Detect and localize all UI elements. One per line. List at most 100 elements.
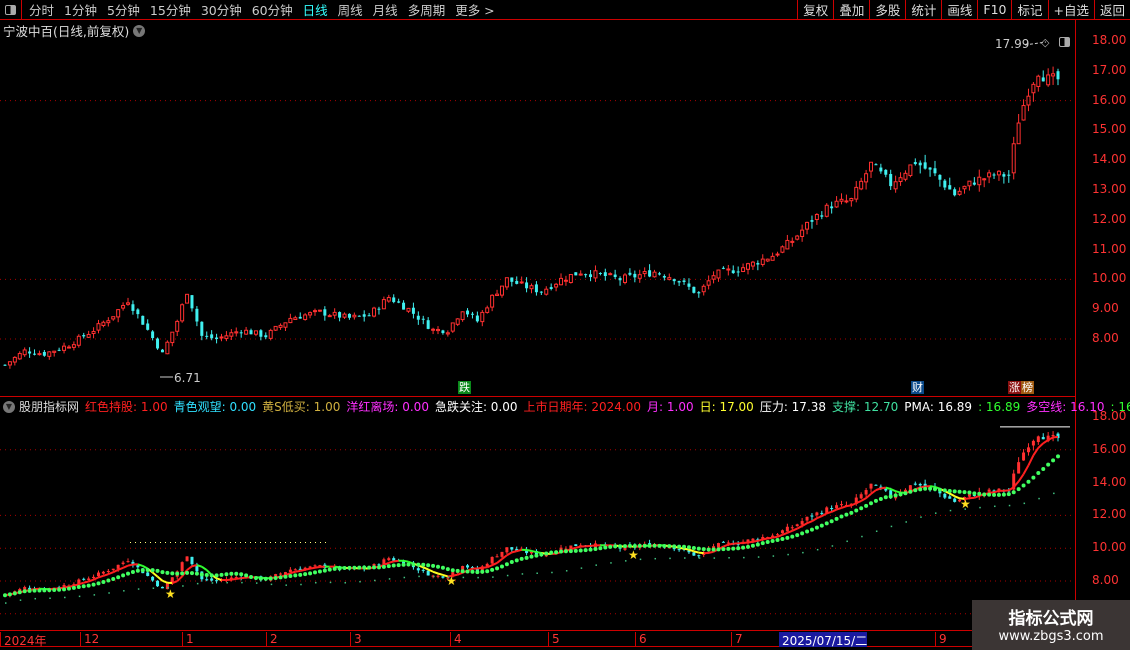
toolbar-button[interactable]: 画线 (941, 0, 977, 19)
support-dot (492, 576, 494, 578)
event-marker[interactable]: 跌 (458, 381, 471, 394)
period-tab[interactable]: 更多 > (455, 3, 495, 18)
multi-empty-line-dot (150, 568, 155, 573)
candle (652, 271, 657, 278)
chevron-down-icon[interactable]: ▼ (3, 400, 15, 413)
support-dot (64, 596, 66, 599)
candlestick-chart[interactable]: ★ ★ ★ ★ (0, 0, 1075, 630)
candle (205, 335, 209, 337)
indicator-candle (500, 551, 504, 557)
period-tab[interactable]: 1分钟 (64, 3, 97, 18)
indicator-candle (234, 577, 238, 579)
event-marker[interactable]: 涨 (1008, 381, 1021, 394)
candle (180, 304, 185, 322)
support-dot (447, 576, 450, 578)
period-tab[interactable]: 5分钟 (106, 3, 140, 18)
low-price-label: 6.71 (174, 371, 201, 385)
event-marker[interactable]: 财 (911, 381, 924, 394)
multi-empty-line-dot (888, 494, 893, 499)
trend-line-segment (855, 500, 862, 505)
candle (293, 317, 298, 321)
period-tab[interactable]: 60分钟 (251, 3, 293, 18)
multi-empty-line-dot (677, 544, 682, 549)
multi-empty-line-dot (116, 575, 121, 580)
candle (499, 285, 504, 296)
period-tab[interactable]: 周线 (337, 3, 363, 18)
panel-toggle-icon[interactable] (0, 0, 22, 19)
candle (229, 332, 234, 337)
trend-line-segment (486, 564, 493, 569)
multi-empty-line-dot (760, 541, 765, 546)
toolbar-button[interactable]: +自选 (1047, 0, 1094, 19)
chart-title[interactable]: 宁波中百(日线,前复权) ▼ (3, 21, 146, 40)
trend-line-segment (98, 574, 104, 579)
support-dot (19, 599, 22, 601)
watermark-url: www.zbgs3.com (998, 629, 1104, 644)
trend-line-segment (747, 540, 754, 544)
buy-star-icon: ★ (960, 497, 971, 511)
indicator-candle (697, 555, 701, 557)
support-dot (698, 557, 701, 559)
period-tab[interactable]: 15分钟 (149, 3, 191, 18)
multi-empty-line-dot (229, 571, 234, 576)
trend-line-segment (73, 583, 80, 587)
candle (160, 349, 164, 353)
toolbar-button[interactable]: 统计 (905, 0, 941, 19)
candle (549, 287, 553, 289)
period-tab[interactable]: 日线 (302, 3, 328, 18)
period-tab[interactable]: 月线 (372, 3, 398, 18)
toolbar-button[interactable]: 标记 (1011, 0, 1047, 19)
trend-line-segment (742, 541, 749, 545)
candle (662, 276, 666, 278)
candle (805, 221, 810, 230)
indicator-candle (869, 483, 873, 489)
candle (1016, 122, 1021, 145)
period-tab[interactable]: 30分钟 (200, 3, 242, 18)
toolbar-button[interactable]: 返回 (1093, 0, 1130, 19)
trend-line-segment (895, 490, 901, 494)
candle (701, 285, 706, 293)
indicator-candle (726, 542, 730, 544)
candle (637, 274, 642, 279)
multi-empty-line-dot (721, 547, 726, 552)
candle (889, 174, 893, 187)
indicator-name[interactable]: 股朋指标网 (19, 400, 80, 414)
multi-empty-line-dot (460, 569, 465, 574)
multi-empty-line-dot (534, 553, 539, 558)
support-dot (433, 575, 435, 578)
time-tick: 2 (266, 632, 278, 647)
candle (495, 293, 500, 297)
support-dot (418, 575, 420, 578)
multi-empty-line-dot (391, 563, 396, 568)
toolbar-button[interactable]: 叠加 (833, 0, 869, 19)
period-tab[interactable]: 多周期 (407, 3, 446, 18)
price-tick: 10.00 (1092, 271, 1127, 286)
candle (52, 350, 57, 353)
indicator-candle (515, 549, 519, 551)
multi-empty-line-dot (864, 503, 869, 508)
toolbar-button[interactable]: 复权 (797, 0, 833, 19)
toolbar-button[interactable]: 多股 (869, 0, 905, 19)
indicator-candle (785, 526, 789, 532)
indicator-candle (466, 565, 470, 568)
candle (338, 312, 342, 318)
candle (844, 200, 849, 203)
trend-line-segment (216, 577, 222, 581)
chevron-down-icon[interactable]: ▼ (133, 24, 146, 37)
panel-toggle-icon[interactable] (1059, 37, 1070, 47)
indicator-candle (126, 561, 130, 563)
indicator-candle (997, 488, 1001, 491)
indicator-candle (687, 550, 691, 553)
toolbar-button[interactable]: F10 (977, 0, 1011, 19)
trend-line-segment (570, 546, 577, 551)
indicator-candle (854, 497, 858, 504)
candle (633, 273, 637, 278)
period-tab[interactable]: 分时 (29, 3, 55, 18)
trend-line-segment (68, 584, 75, 588)
panel-divider[interactable] (0, 396, 1075, 397)
multi-empty-line-dot (519, 556, 524, 561)
multi-empty-line-dot (440, 565, 445, 570)
event-marker[interactable]: 榜 (1021, 381, 1034, 394)
indicator-candle (913, 483, 917, 485)
multi-empty-line-dot (485, 569, 490, 574)
